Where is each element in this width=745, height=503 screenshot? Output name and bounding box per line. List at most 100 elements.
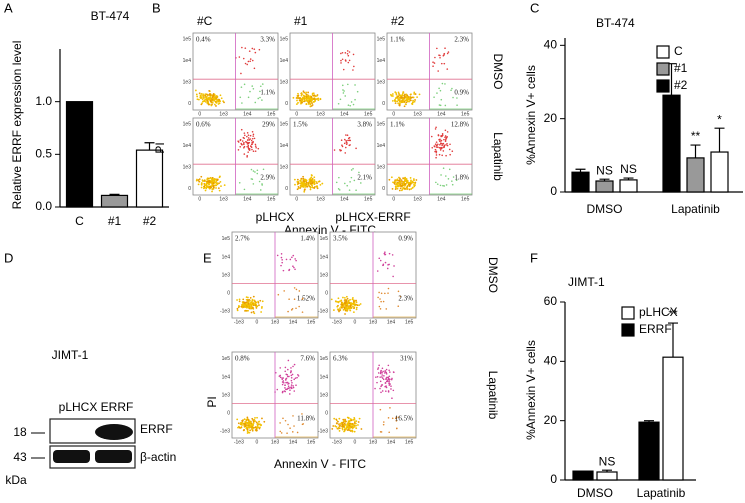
event-dot — [313, 180, 316, 183]
event-dot — [445, 184, 448, 186]
event-dot — [343, 299, 346, 302]
event-dot — [445, 175, 447, 177]
event-dot — [246, 145, 248, 148]
event-dot — [452, 96, 454, 99]
error-bar — [602, 469, 612, 472]
axis-tick-label: 1e3 — [222, 272, 231, 278]
flow-plot: 1.1% 2.3% 0.9% 0 1e3 1e4 1e5 0 1e3 1e4 1e5 — [377, 32, 473, 117]
event-dot — [439, 184, 442, 187]
event-dot — [406, 186, 409, 188]
event-dot — [203, 183, 206, 186]
event-dot — [219, 100, 222, 103]
event-dot — [201, 102, 203, 105]
event-dot — [334, 425, 337, 427]
event-dot — [239, 139, 242, 142]
event-dot — [252, 420, 255, 423]
axis-tick-label: 1e3 — [271, 439, 280, 445]
event-dot — [247, 146, 250, 148]
event-dot — [206, 178, 209, 181]
event-dot — [251, 429, 254, 432]
event-dot — [258, 427, 261, 430]
event-dot — [389, 407, 391, 409]
event-dot — [385, 373, 388, 375]
event-dot — [352, 300, 355, 303]
event-dot — [344, 95, 347, 97]
event-dot — [388, 431, 390, 434]
axis-tick-label: 1e4 — [340, 111, 349, 117]
event-dot — [446, 68, 449, 70]
event-dot — [346, 134, 349, 136]
event-dot — [302, 177, 305, 180]
event-dot — [440, 174, 442, 176]
event-dot — [302, 175, 305, 178]
event-dot — [398, 182, 400, 184]
event-dot — [350, 307, 353, 310]
axis-tick-label: 1e3 — [219, 111, 228, 117]
event-dot — [245, 298, 248, 301]
event-dot — [349, 181, 351, 183]
event-dot — [437, 70, 439, 72]
event-dot — [386, 267, 389, 270]
event-dot — [416, 96, 418, 99]
event-dot — [340, 422, 343, 425]
event-dot — [195, 93, 198, 96]
y-tick-label: 60 — [544, 294, 558, 308]
event-dot — [223, 101, 225, 104]
event-dot — [241, 306, 244, 309]
event-dot — [394, 185, 397, 188]
event-dot — [343, 419, 346, 422]
event-dot — [384, 261, 387, 264]
event-dot — [380, 384, 383, 386]
event-dot — [340, 139, 343, 141]
axis-tick-label: 0 — [188, 101, 191, 107]
event-dot — [291, 431, 294, 433]
event-dot — [356, 304, 359, 307]
event-dot — [307, 94, 309, 97]
event-dot — [341, 145, 344, 148]
event-dot — [243, 429, 246, 431]
event-dot — [293, 266, 295, 269]
event-dot — [297, 182, 299, 185]
event-dot — [254, 300, 256, 303]
event-dot — [408, 182, 411, 184]
event-dot — [299, 97, 301, 99]
event-dot — [212, 95, 215, 97]
event-dot — [247, 60, 250, 63]
event-dot — [285, 388, 287, 391]
event-dot — [212, 99, 215, 102]
event-dot — [279, 376, 282, 379]
event-dot — [400, 94, 402, 97]
event-dot — [258, 304, 260, 307]
event-dot — [199, 94, 202, 97]
event-dot — [242, 298, 245, 301]
axis-tick-label: 1e4 — [280, 58, 289, 64]
event-dot — [413, 93, 416, 95]
event-dot — [280, 432, 283, 434]
event-dot — [343, 90, 345, 92]
event-dot — [276, 254, 279, 257]
event-dot — [304, 178, 307, 181]
event-dot — [247, 137, 250, 139]
event-dot — [408, 188, 411, 191]
flow-plot: 0.8% 7.6% 11.8% -1e3 0 1e3 1e4 1e5 -1e3 0 1e3 1e4 1e… — [220, 351, 319, 445]
event-dot — [287, 423, 289, 426]
event-dot — [290, 370, 292, 373]
event-dot — [395, 97, 398, 99]
event-dot — [450, 89, 452, 92]
event-dot — [305, 91, 308, 94]
event-dot — [382, 300, 385, 303]
event-dot — [410, 93, 412, 96]
event-dot — [315, 95, 318, 97]
event-dot — [385, 377, 387, 380]
event-dot — [282, 377, 285, 379]
event-dot — [353, 424, 355, 426]
event-dot — [243, 188, 246, 191]
event-dot — [341, 51, 344, 54]
event-dot — [439, 138, 441, 141]
event-dot — [279, 367, 282, 369]
bar — [135, 149, 164, 208]
event-dot — [394, 188, 397, 191]
event-dot — [401, 180, 403, 183]
event-dot — [349, 139, 352, 142]
